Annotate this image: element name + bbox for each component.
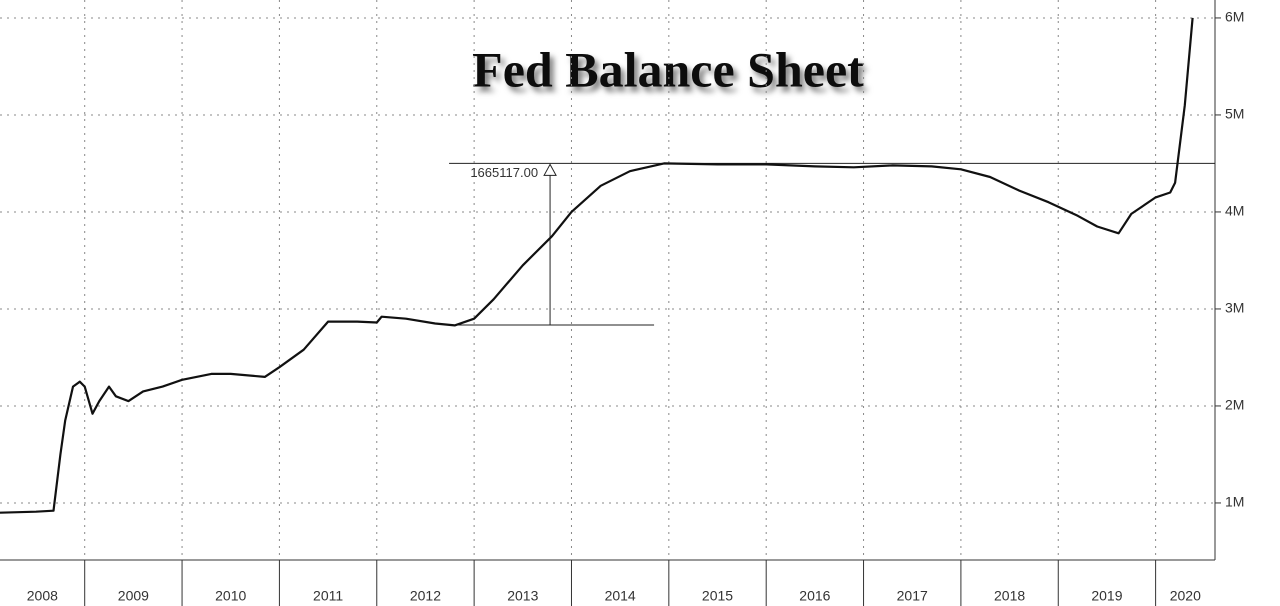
x-tick-label: 2020	[1170, 588, 1201, 604]
x-tick-label: 2014	[605, 588, 636, 604]
x-tick-label: 2013	[507, 588, 538, 604]
annotation-arrow	[543, 163, 557, 176]
x-tick-label: 2019	[1091, 588, 1122, 604]
y-tick-label: 1M	[1225, 494, 1244, 510]
x-tick-label: 2015	[702, 588, 733, 604]
y-tick-label: 2M	[1225, 397, 1244, 413]
y-tick-label: 3M	[1225, 300, 1244, 316]
y-tick-label: 6M	[1225, 9, 1244, 25]
x-tick-label: 2011	[313, 588, 343, 604]
y-tick-label: 5M	[1225, 106, 1244, 122]
x-tick-label: 2008	[27, 588, 58, 604]
x-tick-label: 2016	[799, 588, 830, 604]
x-tick-label: 2010	[215, 588, 246, 604]
x-tick-label: 2017	[897, 588, 928, 604]
x-tick-label: 2018	[994, 588, 1025, 604]
line-series	[0, 17, 1194, 514]
y-tick-label: 4M	[1225, 203, 1244, 219]
x-tick-label: 2012	[410, 588, 441, 604]
chart-title: Fed Balance Sheet	[472, 41, 864, 97]
x-tick-label: 2009	[118, 588, 149, 604]
annotation-label: 1665117.00	[470, 165, 538, 180]
